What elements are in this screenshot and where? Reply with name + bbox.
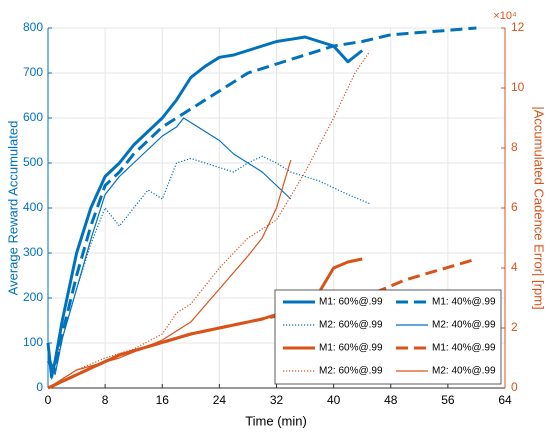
legend-label: M1: 40%@.99 [432,343,496,354]
legend-label: M1: 60%@.99 [319,343,383,354]
legend-label: M2: 60%@.99 [319,366,383,377]
legend-label: M2: 40%@.99 [432,366,496,377]
x-tick-label: 24 [213,393,227,407]
y2-tick-label: 10 [511,80,525,94]
y2-tick-label: 6 [511,200,518,214]
x-tick-label: 32 [270,393,284,407]
y2-tick-label: 8 [511,140,518,154]
x-tick-label: 0 [45,393,52,407]
series-line [47,155,370,380]
y-axis-label: Average Reward Accumulated [5,121,20,296]
x-tick-label: 56 [441,393,455,407]
y2-tick-label: 4 [511,260,518,274]
series-line [46,26,477,372]
x-tick-label: 48 [384,393,398,407]
series-line [47,159,292,389]
series-line [46,35,364,379]
legend-box [274,289,502,385]
y-tick-label: 200 [23,290,43,304]
y2-axis-label: |Accumulated Cadence Error| [rpm] [532,106,547,309]
y-tick-label: 500 [23,155,43,169]
y2-tick-label: 12 [511,20,525,34]
x-tick-label: 40 [327,393,341,407]
legend-label: M1: 60%@.99 [319,297,383,308]
x-tick-label: 64 [498,393,512,407]
legend-label: M2: 60%@.99 [319,320,383,331]
x-axis-label: Time (min) [245,413,307,428]
y-tick-label: 400 [23,200,43,214]
series-line [47,117,292,376]
x-tick-label: 8 [102,393,109,407]
series-line [47,51,370,389]
y-tick-label: 0 [36,380,43,394]
y-tick-label: 600 [23,110,43,124]
legend-label: M2: 40%@.99 [432,320,496,331]
y2-tick-label: 2 [511,320,518,334]
y-tick-label: 700 [23,65,43,79]
y2-tick-label: 0 [511,380,518,394]
y2-exponent: ×10⁴ [493,10,517,22]
y-tick-label: 300 [23,245,43,259]
y-tick-label: 100 [23,335,43,349]
x-tick-label: 16 [156,393,170,407]
legend-label: M1: 40%@.99 [432,297,496,308]
y-tick-label: 800 [23,20,43,34]
